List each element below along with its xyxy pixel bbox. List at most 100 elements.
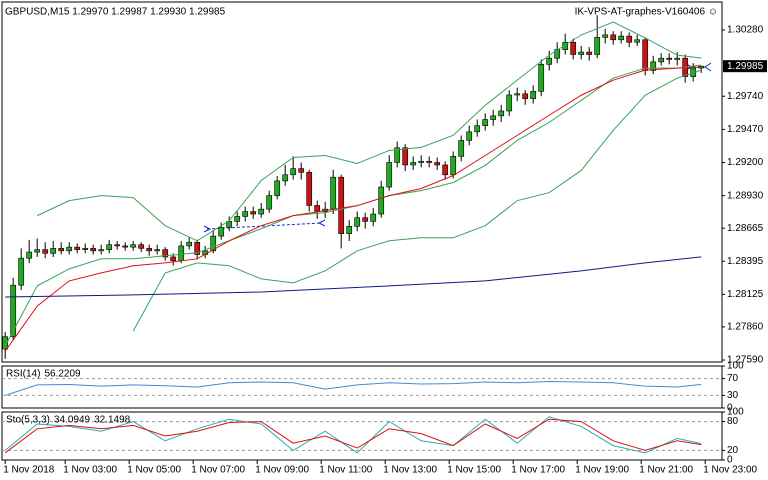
candle-body	[186, 241, 193, 247]
indicator-value: 32.1498	[94, 415, 131, 426]
candle-body	[298, 168, 305, 173]
candle-body	[34, 249, 41, 253]
y-tick-label: 80	[727, 416, 739, 427]
candle-body	[306, 172, 313, 206]
candle-body	[626, 35, 633, 43]
candle-body	[106, 244, 113, 250]
candle-body	[194, 241, 201, 255]
panel-frame	[1, 411, 723, 461]
y-tick-label: 1.29470	[727, 124, 764, 135]
candle-body	[122, 245, 129, 248]
y-tick-label: 1.28125	[727, 289, 764, 300]
y-tick-label: 1.27860	[727, 322, 764, 333]
candle-body	[26, 251, 33, 259]
candle-body	[2, 336, 9, 350]
candle-body	[362, 217, 369, 222]
candle-body	[482, 119, 489, 126]
candle-body	[450, 156, 457, 176]
candle-body	[282, 174, 289, 182]
candle-body	[386, 162, 393, 188]
candle-body	[162, 249, 169, 258]
y-tick-label: 1.29200	[727, 157, 764, 168]
candle-body	[586, 51, 593, 55]
indicator-name: RSI(14)	[6, 369, 40, 380]
candle-body	[658, 57, 665, 63]
y-tick-label: 0	[727, 455, 733, 466]
x-tick-label: 1 Nov 03:00	[63, 465, 117, 476]
candle-body	[466, 131, 473, 141]
candle-body	[58, 248, 65, 252]
y-tick-label: 1.28665	[727, 223, 764, 234]
candle-body	[514, 93, 521, 96]
candle-body	[650, 61, 657, 71]
y-tick-label: 1.29740	[727, 91, 764, 102]
candle-body	[490, 115, 497, 120]
candle-body	[370, 213, 377, 222]
candle-body	[434, 162, 441, 166]
candle-body	[178, 245, 185, 261]
candle-body	[10, 284, 17, 338]
candle-body	[146, 248, 153, 252]
indicator-line	[36, 21, 702, 242]
price-label-box	[723, 60, 767, 73]
x-tick-label: 1 Nov 23:00	[703, 465, 757, 476]
trade-arrow	[203, 225, 212, 233]
y-tick-label: 100	[727, 407, 744, 418]
indicator-line	[4, 418, 702, 454]
candle-body	[98, 249, 105, 252]
y-tick-label: 0	[727, 403, 733, 414]
candle-body	[138, 244, 145, 249]
candle-body	[50, 248, 57, 254]
x-tick-label: 1 Nov 21:00	[639, 465, 693, 476]
y-tick-label: 1.28930	[727, 190, 764, 201]
symbol-header: GBPUSD,M15 1.29970 1.29987 1.29930 1.299…	[5, 7, 226, 18]
candle-body	[346, 225, 353, 234]
candle-body	[266, 195, 273, 210]
candle-body	[42, 249, 49, 254]
y-tick-label: 70	[727, 373, 739, 384]
x-tick-label: 1 Nov 17:00	[511, 465, 565, 476]
indicator-value: 56.2209	[44, 369, 81, 380]
panel-frame	[1, 1, 723, 363]
y-tick-label: 20	[727, 445, 739, 456]
candle-body	[210, 235, 217, 252]
candle-body	[458, 140, 465, 157]
panel-frame	[1, 365, 723, 409]
candle-body	[218, 227, 225, 237]
candle-body	[290, 168, 297, 176]
trade-arrow	[704, 62, 712, 72]
candle-body	[634, 39, 641, 43]
candle-body	[570, 41, 577, 55]
candle-body	[66, 246, 73, 252]
candle-body	[354, 217, 361, 227]
indicator-line	[4, 66, 702, 352]
candle-body	[618, 35, 625, 41]
x-tick-label: 1 Nov 19:00	[575, 465, 629, 476]
candle-body	[82, 248, 89, 250]
candle-body	[610, 34, 617, 41]
y-tick-label: 1.28395	[727, 256, 764, 267]
x-tick-label: 1 Nov 15:00	[447, 465, 501, 476]
y-tick-label: 100	[727, 361, 744, 372]
price-label: 1.29985	[727, 61, 764, 72]
candle-body	[258, 208, 265, 215]
candle-body	[402, 147, 409, 166]
candle-body	[546, 57, 553, 65]
candle-body	[338, 176, 345, 234]
candle-body	[394, 147, 401, 163]
candle-body	[314, 205, 321, 212]
candle-body	[506, 94, 513, 112]
candle-body	[330, 176, 337, 210]
x-tick-label: 1 Nov 2018	[3, 465, 55, 476]
candle-body	[250, 211, 257, 215]
indicator-value: 34.0949	[54, 415, 91, 426]
candle-body	[530, 91, 537, 99]
candle-body	[474, 125, 481, 133]
candle-body	[538, 64, 545, 92]
candle-body	[226, 221, 233, 228]
candle-body	[562, 41, 569, 50]
candle-body	[522, 93, 529, 99]
candle-body	[642, 39, 649, 71]
indicator-line	[5, 381, 702, 396]
